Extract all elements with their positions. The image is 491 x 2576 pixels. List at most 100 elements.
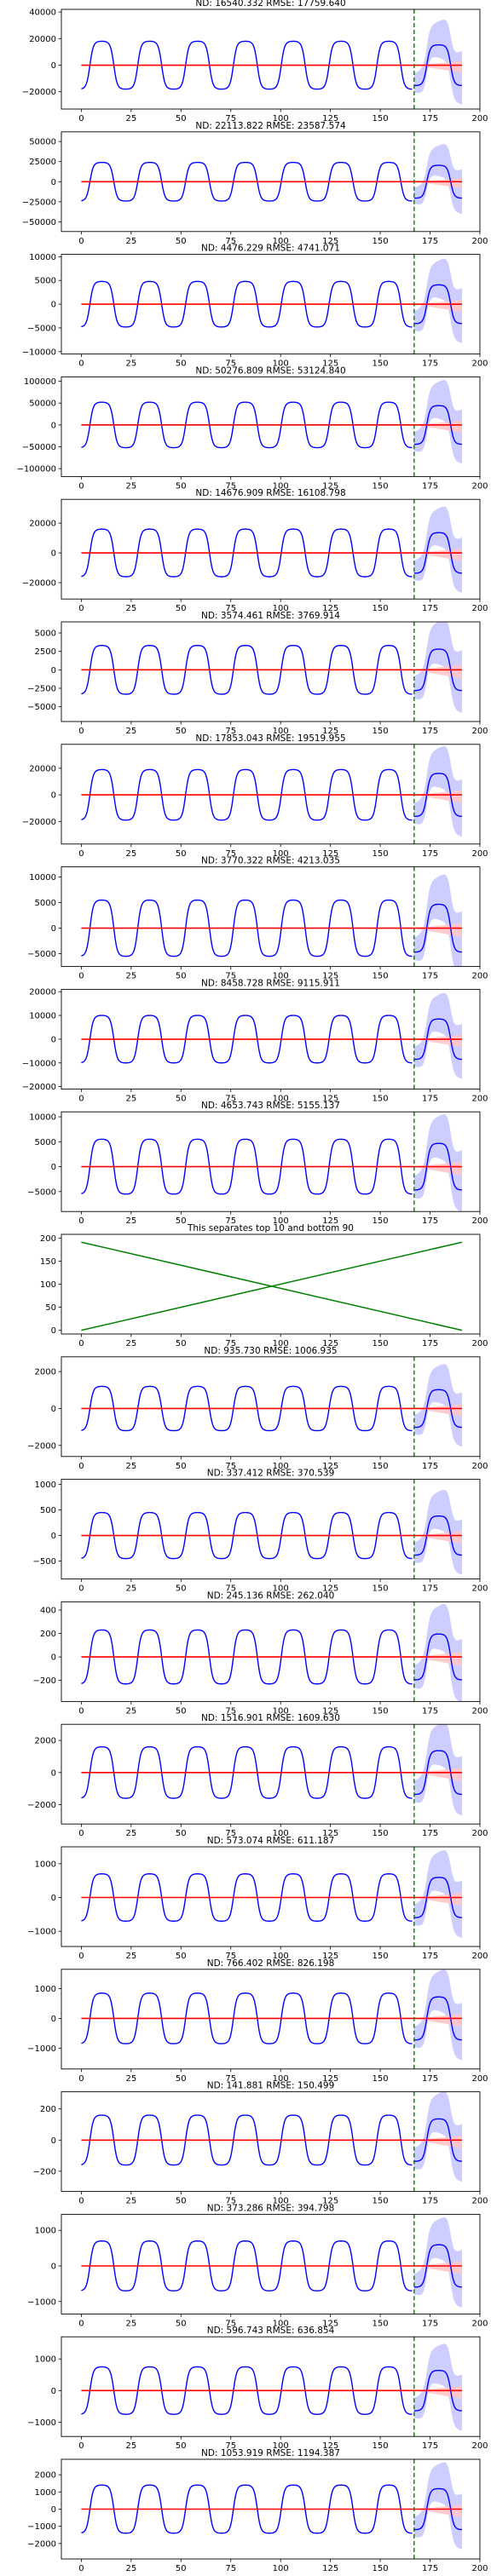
x-tick-label: 175 xyxy=(422,1584,438,1594)
subplot-12: ND: 935.730 RMSE: 1006.9350 25 50 75 100 125 1… xyxy=(27,1346,488,1471)
x-tick-label: 0 xyxy=(78,1339,84,1348)
x-tick-label: 200 xyxy=(471,237,488,246)
y-tick-label: −20000 xyxy=(22,578,56,588)
axes-frame xyxy=(61,1969,480,2069)
y-tick-label: 5000 xyxy=(35,630,56,639)
x-tick-label: 25 xyxy=(125,359,136,369)
x-tick-label: 175 xyxy=(422,1952,438,1961)
x-tick-label: 0 xyxy=(78,1216,84,1226)
x-tick-label: 200 xyxy=(471,1462,488,1471)
y-tick-label: 2500 xyxy=(35,647,56,657)
x-tick-label: 175 xyxy=(422,1829,438,1838)
x-tick-label: 0 xyxy=(78,604,84,613)
x-tick-label: 25 xyxy=(125,2074,136,2084)
y-tick-label: 5000 xyxy=(35,1138,56,1147)
y-tick-label: 0 xyxy=(51,666,56,676)
x-tick-label: 50 xyxy=(176,2197,187,2206)
y-tick-label: 10000 xyxy=(29,253,56,262)
plot-area xyxy=(81,1847,462,1946)
y-tick-label: 1000 xyxy=(35,1860,56,1869)
x-tick-label: 200 xyxy=(471,1584,488,1594)
x-tick-label: 0 xyxy=(78,972,84,981)
x-tick-label: 150 xyxy=(373,1952,389,1961)
y-tick-label: 0 xyxy=(51,1326,56,1336)
x-tick-label: 150 xyxy=(373,1706,389,1716)
subplot-14: ND: 245.136 RMSE: 262.0400 25 50 75 100 125 15… xyxy=(33,1590,488,1716)
y-tick-label: −20000 xyxy=(22,88,56,97)
x-tick-label: 200 xyxy=(471,1706,488,1716)
x-tick-label: 175 xyxy=(422,1462,438,1471)
y-tick-label: 1000 xyxy=(35,1985,56,1994)
x-tick-label: 150 xyxy=(373,972,389,981)
x-tick-label: 0 xyxy=(78,359,84,369)
x-tick-label: 150 xyxy=(373,237,389,246)
subplot-title: ND: 935.730 RMSE: 1006.935 xyxy=(204,1346,337,1356)
x-tick-label: 50 xyxy=(176,727,187,736)
subplot-11: This separates top 10 and bottom 900 25 50… xyxy=(40,1223,488,1348)
axes-frame xyxy=(61,1480,480,1579)
plot-area xyxy=(81,619,462,722)
subplot-title: ND: 50276.809 RMSE: 53124.840 xyxy=(195,365,345,376)
x-tick-label: 50 xyxy=(176,2441,187,2451)
axes-frame xyxy=(61,2337,480,2436)
x-tick-label: 200 xyxy=(471,849,488,859)
x-tick-label: 0 xyxy=(78,2074,84,2084)
y-tick-label: −1000 xyxy=(27,2418,56,2428)
x-tick-label: 25 xyxy=(125,2441,136,2451)
x-tick-label: 0 xyxy=(78,2197,84,2206)
subplot-title: ND: 16540.332 RMSE: 17759.640 xyxy=(195,0,345,9)
y-tick-label: −50000 xyxy=(22,443,56,452)
x-tick-label: 50 xyxy=(176,1584,187,1594)
subplot-15: ND: 1516.901 RMSE: 1609.630 0 25 50 75 100 125… xyxy=(27,1713,488,1838)
x-tick-label: 175 xyxy=(422,727,438,736)
plot-area xyxy=(81,1969,462,2069)
x-tick-label: 175 xyxy=(422,2074,438,2084)
y-tick-label: 1000 xyxy=(35,1481,56,1490)
x-tick-label: 25 xyxy=(125,1584,136,1594)
y-tick-label: 0 xyxy=(51,1532,56,1541)
x-tick-label: 150 xyxy=(373,1462,389,1471)
subplot-title: ND: 766.402 RMSE: 826.198 xyxy=(207,1958,335,1969)
y-tick-label: 0 xyxy=(51,178,56,187)
y-tick-label: −500 xyxy=(33,1557,56,1567)
x-tick-label: 25 xyxy=(125,1706,136,1716)
x-tick-label: 0 xyxy=(78,1094,84,1103)
subplot-title: ND: 373.286 RMSE: 394.798 xyxy=(207,2203,335,2213)
y-tick-label: −2000 xyxy=(27,1801,56,1810)
subplot-7: ND: 17853.043 RMSE: 19519.955 0 25 50 75 100 1… xyxy=(22,733,488,859)
y-tick-label: 0 xyxy=(51,2387,56,2396)
x-tick-label: 0 xyxy=(78,1706,84,1716)
y-tick-label: 0 xyxy=(51,1653,56,1663)
x-tick-label: 25 xyxy=(125,972,136,981)
y-tick-label: 50000 xyxy=(29,138,56,147)
plot-area xyxy=(81,255,462,354)
x-tick-label: 25 xyxy=(125,2564,136,2573)
y-tick-label: 0 xyxy=(51,2015,56,2024)
y-tick-label: −20000 xyxy=(22,1083,56,1092)
y-tick-label: 2000 xyxy=(35,1737,56,1746)
y-tick-label: 0 xyxy=(51,549,56,559)
axes-frame xyxy=(61,1847,480,1946)
subplot-5: ND: 14676.909 RMSE: 16108.7980 25 50 75 100 1… xyxy=(22,488,488,613)
x-tick-label: 0 xyxy=(78,2319,84,2328)
y-tick-label: 5000 xyxy=(35,277,56,286)
x-tick-label: 0 xyxy=(78,849,84,859)
x-tick-label: 150 xyxy=(373,114,389,124)
subplot-1: ND: 16540.332 RMSE: 17759.6400 25 50 75 100 1… xyxy=(22,0,488,124)
y-tick-label: 0 xyxy=(51,301,56,310)
axes-frame xyxy=(61,499,480,599)
x-tick-label: 200 xyxy=(471,2441,488,2451)
x-tick-label: 0 xyxy=(78,481,84,491)
x-tick-label: 50 xyxy=(176,2319,187,2328)
y-tick-label: −10000 xyxy=(22,1059,56,1068)
x-tick-label: 50 xyxy=(176,972,187,981)
x-tick-label: 200 xyxy=(471,972,488,981)
x-tick-label: 50 xyxy=(176,2564,187,2573)
y-tick-label: 2000 xyxy=(35,1368,56,1377)
plot-area xyxy=(81,745,462,844)
subplot-19: ND: 373.286 RMSE: 394.7980 25 50 75 100 125 15… xyxy=(27,2203,488,2328)
subplot-title: ND: 573.074 RMSE: 611.187 xyxy=(207,1836,335,1846)
x-tick-label: 50 xyxy=(176,2074,187,2084)
plot-area xyxy=(81,2091,462,2191)
x-tick-label: 200 xyxy=(471,2074,488,2084)
